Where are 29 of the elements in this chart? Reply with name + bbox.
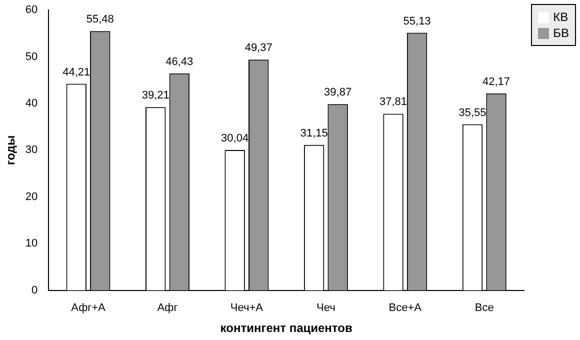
- x-tick-label: Все+А: [388, 302, 422, 314]
- x-tick-label: Афг+А: [71, 302, 106, 314]
- legend-label: КВ: [553, 10, 568, 24]
- data-label: 39,87: [324, 86, 352, 99]
- y-tick-label: 0: [32, 284, 38, 296]
- x-tick-label: Афг: [157, 302, 178, 314]
- data-label: 44,21: [62, 66, 90, 78]
- data-label: 30,04: [221, 132, 249, 145]
- data-label: 31,15: [300, 127, 328, 140]
- data-label: 37,81: [380, 96, 408, 108]
- y-tick-label: 50: [25, 50, 38, 63]
- y-tick-label: 10: [25, 238, 38, 250]
- data-label: 42,17: [482, 76, 510, 88]
- y-axis-title: годы: [4, 135, 18, 166]
- data-label: 46,43: [166, 56, 194, 68]
- y-tick-label: 30: [25, 144, 38, 156]
- y-tick-label: 60: [25, 4, 38, 16]
- x-tick-label: Все: [474, 302, 494, 314]
- data-label: 55,13: [403, 15, 431, 28]
- data-label: 39,21: [142, 90, 170, 102]
- x-axis-title: контингент пациентов: [220, 321, 352, 336]
- x-tick-label: Чеч: [316, 302, 336, 314]
- data-label: 35,55: [458, 106, 486, 119]
- data-label: 55,48: [86, 14, 114, 26]
- y-tick-label: 20: [25, 190, 38, 203]
- y-tick-label: 40: [25, 98, 38, 110]
- legend-label: БВ: [553, 26, 569, 40]
- data-label: 49,37: [244, 42, 272, 54]
- x-tick-label: Чеч+А: [230, 302, 264, 314]
